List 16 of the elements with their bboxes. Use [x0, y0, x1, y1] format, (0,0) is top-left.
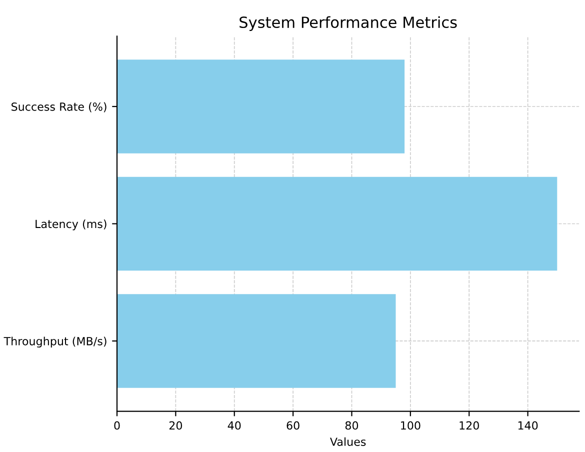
bar [117, 294, 396, 388]
chart-title: System Performance Metrics [240, 16, 457, 32]
y-tick-label: Success Rate (%) [12, 102, 106, 112]
x-tick-label: 40 [228, 421, 241, 430]
x-tick-label: 140 [518, 421, 538, 430]
bar [117, 176, 558, 271]
x-tick-label: 80 [345, 421, 358, 430]
bar [117, 60, 405, 154]
x-tick-label: 120 [460, 421, 479, 430]
x-tick-label: 100 [401, 421, 420, 430]
x-tick-label: 0 [114, 421, 120, 430]
y-tick-label: Throughput (MB/s) [4, 336, 106, 348]
x-tick-label: 20 [169, 421, 182, 430]
x-tick-label: 60 [286, 421, 300, 430]
x-axis-title: Values [330, 437, 366, 446]
y-tick-label: Latency (ms) [36, 220, 106, 230]
